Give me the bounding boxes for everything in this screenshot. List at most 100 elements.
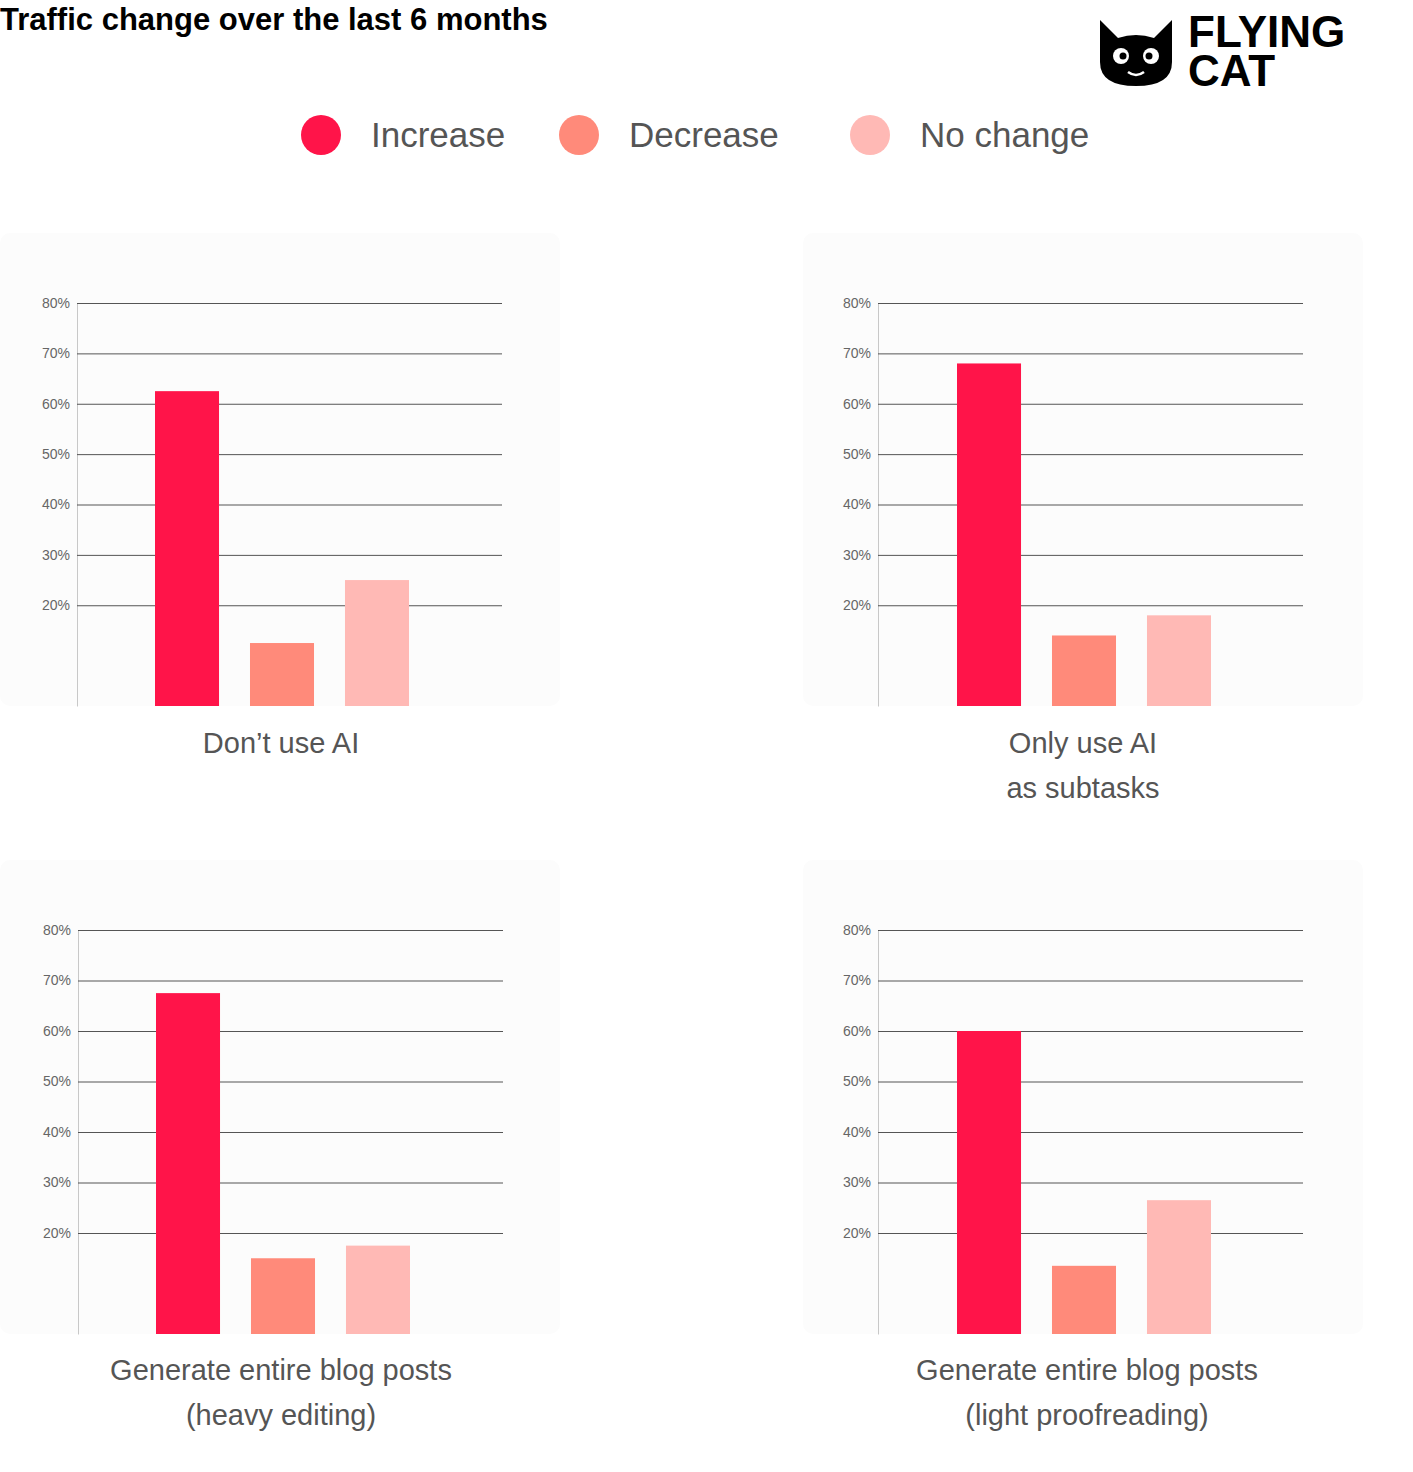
tick: 30% bbox=[42, 547, 502, 563]
grid-line bbox=[878, 930, 1303, 931]
tick: 70% bbox=[43, 972, 503, 988]
tick-label: 60% bbox=[843, 396, 871, 412]
tick-label: 20% bbox=[42, 597, 70, 613]
panel-caption: (heavy editing) bbox=[186, 1399, 376, 1431]
grid-line bbox=[78, 930, 503, 931]
grid-line bbox=[78, 1183, 503, 1184]
panel: 20% 30% 40% 50% 60% 70% 80% Generate entire blo… bbox=[0, 860, 560, 1431]
tick: 80% bbox=[42, 295, 502, 311]
panel: 20%30%40%50%60%70%80%Only use AIas subta… bbox=[803, 233, 1363, 804]
y-axis: 20% 30% 40% 50% 60% 70% 80% bbox=[843, 922, 1303, 1335]
grid-line bbox=[78, 1233, 503, 1234]
grid-line bbox=[77, 605, 502, 606]
tick: 60% bbox=[42, 396, 502, 412]
grid-line bbox=[78, 1082, 503, 1083]
logo-pupil bbox=[1146, 53, 1153, 60]
bar bbox=[156, 993, 220, 1334]
tick-label: 30% bbox=[43, 1174, 71, 1190]
tick: 50% bbox=[42, 446, 502, 462]
bar bbox=[346, 1246, 410, 1334]
tick-label: 30% bbox=[843, 547, 871, 563]
bar bbox=[250, 643, 314, 706]
tick-label: 20% bbox=[843, 597, 871, 613]
tick: 40% bbox=[43, 1124, 503, 1140]
tick-label: 60% bbox=[42, 396, 70, 412]
bar bbox=[957, 1031, 1021, 1334]
tick-label: 20% bbox=[43, 1225, 71, 1241]
tick-label: 60% bbox=[43, 1023, 71, 1039]
tick-label: 30% bbox=[843, 1174, 871, 1190]
bar bbox=[1052, 1266, 1116, 1334]
tick: 40% bbox=[843, 496, 1303, 512]
tick: 80% bbox=[43, 922, 503, 938]
bars bbox=[957, 1031, 1211, 1334]
tick-label: 40% bbox=[43, 1124, 71, 1140]
tick: 40% bbox=[843, 1124, 1303, 1140]
panel-background bbox=[803, 860, 1363, 1334]
tick-label: 80% bbox=[843, 295, 871, 311]
legend-label: No change bbox=[920, 115, 1089, 154]
tick: 80% bbox=[843, 922, 1303, 938]
tick: 70% bbox=[843, 972, 1303, 988]
grid-line bbox=[878, 404, 1303, 405]
tick-label: 20% bbox=[843, 1225, 871, 1241]
tick-label: 80% bbox=[843, 922, 871, 938]
tick-label: 50% bbox=[43, 1073, 71, 1089]
bar bbox=[1147, 615, 1211, 706]
bar bbox=[1147, 1200, 1211, 1334]
tick: 80% bbox=[843, 295, 1303, 311]
tick-label: 80% bbox=[43, 922, 71, 938]
grid-line bbox=[878, 1233, 1303, 1234]
grid-line bbox=[878, 1183, 1303, 1184]
panel: 20% 30% 40% 50% 60% 70% 80% Generate entire blo… bbox=[803, 860, 1363, 1431]
tick-label: 30% bbox=[42, 547, 70, 563]
grid-line bbox=[878, 303, 1303, 304]
tick-label: 40% bbox=[843, 1124, 871, 1140]
panel-caption: as subtasks bbox=[1006, 772, 1159, 804]
logo-eye bbox=[1143, 48, 1159, 64]
tick-label: 70% bbox=[843, 972, 871, 988]
grid-line bbox=[878, 1031, 1303, 1032]
bars bbox=[156, 993, 410, 1334]
tick: 70% bbox=[843, 345, 1303, 361]
grid-line bbox=[78, 1132, 503, 1133]
tick-label: 70% bbox=[43, 972, 71, 988]
brand: CAT bbox=[1188, 46, 1275, 95]
tick-label: 50% bbox=[843, 1073, 871, 1089]
legend-swatch bbox=[559, 115, 599, 155]
y-axis: 20% 30% 40% 50% 60% 70% 80% bbox=[42, 295, 502, 707]
panel-background bbox=[803, 233, 1363, 706]
tick: 60% bbox=[43, 1023, 503, 1039]
panel-caption: Generate entire blog posts bbox=[110, 1354, 452, 1386]
bar bbox=[155, 391, 219, 706]
tick-label: 60% bbox=[843, 1023, 871, 1039]
legend-swatch bbox=[301, 115, 341, 155]
y-axis: 20% 30% 40% 50% 60% 70% 80% bbox=[43, 922, 503, 1335]
tick: 20% bbox=[42, 597, 502, 613]
tick-label: 50% bbox=[42, 446, 70, 462]
logo-eye bbox=[1113, 48, 1129, 64]
grid-line bbox=[878, 1132, 1303, 1133]
panel-background bbox=[0, 860, 560, 1334]
panel-caption: Generate entire blog posts bbox=[916, 1354, 1258, 1386]
tick: 50% bbox=[843, 1073, 1303, 1089]
tick: 20% bbox=[43, 1225, 503, 1241]
panel-background bbox=[0, 233, 560, 706]
tick: 20% bbox=[843, 597, 1303, 613]
tick: 30% bbox=[43, 1174, 503, 1190]
panel: 20%30%40%50%60%70%80%Don’t use AI bbox=[0, 233, 560, 759]
grid-line bbox=[77, 404, 502, 405]
grid-line bbox=[878, 454, 1303, 455]
bar bbox=[957, 363, 1021, 706]
bar bbox=[345, 580, 409, 706]
grid-line bbox=[77, 555, 502, 556]
tick-label: 70% bbox=[42, 345, 70, 361]
y-axis: 20% 30% 40% 50% 60% 70% 80% bbox=[843, 295, 1303, 707]
tick-label: 70% bbox=[843, 345, 871, 361]
tick: 40% bbox=[42, 496, 502, 512]
tick: 50% bbox=[843, 446, 1303, 462]
bars bbox=[957, 363, 1211, 706]
grid-line bbox=[878, 555, 1303, 556]
grid-line bbox=[77, 303, 502, 304]
tick: 60% bbox=[843, 1023, 1303, 1039]
